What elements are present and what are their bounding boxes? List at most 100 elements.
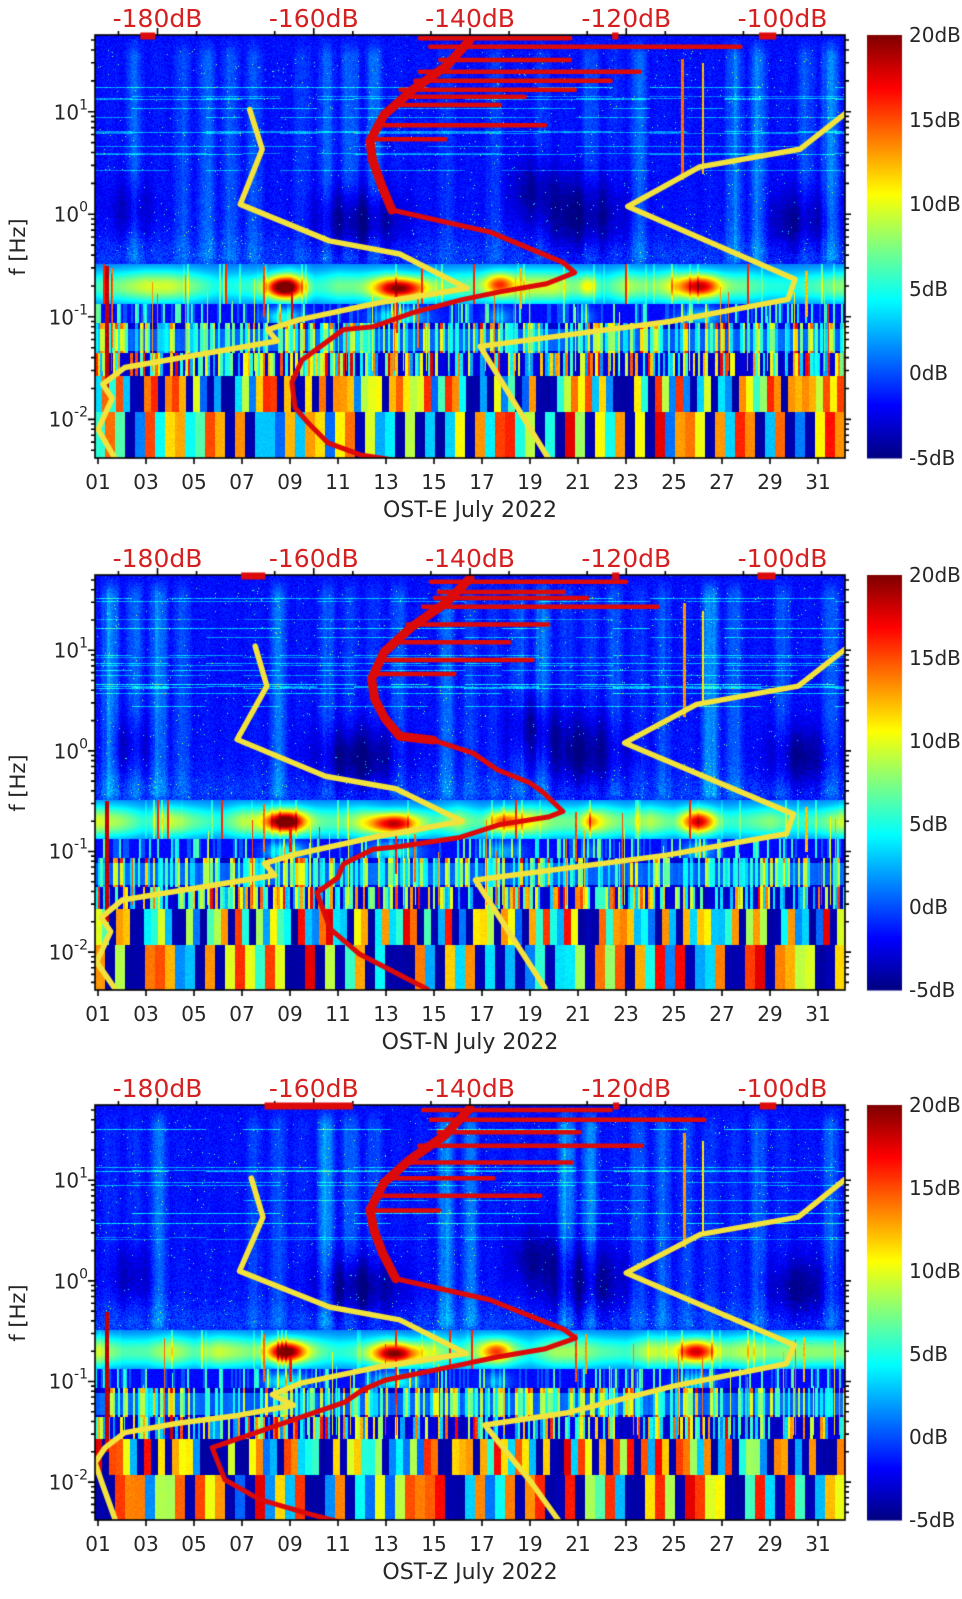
panel-title-ost-z: OST-Z July 2022 [382,1560,558,1585]
top-db-tick-label: -140dB [425,4,515,33]
colorbar-tick-label: 5dB [909,1342,949,1366]
top-db-tick-label: -160dB [268,4,359,33]
top-db-tick-label: -180dB [112,544,203,573]
x-tick-label: 17 [469,1002,495,1026]
y-tick-label: 101 [53,97,88,125]
colorbar-tick-label: 20dB [909,563,961,587]
colorbar-tick-label: 0dB [909,895,949,919]
x-tick-label: 11 [325,1002,351,1026]
x-tick-label: 31 [805,1532,831,1556]
colorbar-tick-label: 10dB [909,729,961,753]
panel-title-ost-n: OST-N July 2022 [381,1030,559,1055]
x-tick-label: 19 [517,470,543,494]
colorbar-tick-label: 15dB [909,107,961,132]
x-tick-label: 25 [661,1532,687,1556]
colorbar-tick-label: 10dB [909,1259,961,1283]
top-db-tick-label: -100dB [737,1074,828,1103]
x-tick-label: 01 [85,470,111,494]
x-tick-label: 27 [709,470,735,494]
top-db-tick-label: -120dB [581,4,672,33]
y-tick-label: 10-1 [48,302,88,330]
colorbar-tick-label: 5dB [909,276,949,301]
y-tick-label: 10-1 [48,837,88,864]
x-tick-label: 07 [229,1532,255,1556]
colorbar-tick-label: 5dB [909,812,949,836]
colorbar-tick-label: -5dB [909,1508,956,1532]
x-tick-label: 05 [181,1532,207,1556]
x-tick-label: 17 [469,1532,495,1556]
x-tick-label: 07 [229,1002,255,1026]
x-tick-label: 27 [709,1532,735,1556]
y-tick-label: 10-2 [48,1467,88,1495]
x-tick-label: 29 [757,470,783,494]
panel-title-ost-e: OST-E July 2022 [382,498,558,523]
x-tick-label: 15 [421,470,447,494]
y-axis-label-ost-n: f [Hz] [6,753,30,812]
colorbar-tick-label: -5dB [909,978,956,1002]
x-tick-label: 07 [229,470,255,494]
top-db-tick-label: -100dB [737,544,828,573]
x-tick-label: 27 [709,1002,735,1026]
x-tick-label: 23 [613,1002,639,1026]
top-db-tick-label: -180dB [112,1074,203,1103]
colorbar-tick-label: 15dB [909,646,961,670]
x-tick-label: 01 [85,1002,111,1026]
top-db-tick-label: -180dB [112,4,203,33]
y-tick-label: 101 [53,635,88,663]
colorbar-tick-label: 15dB [909,1176,961,1200]
x-tick-label: 13 [373,1002,399,1026]
top-db-tick-label: -160dB [268,544,359,573]
x-tick-label: 05 [181,470,207,494]
x-tick-label: 23 [613,470,639,494]
x-tick-label: 09 [277,1002,303,1026]
y-tick-label: 100 [53,1266,88,1294]
x-tick-label: 21 [565,470,591,494]
x-tick-label: 11 [325,1532,351,1556]
x-tick-label: 13 [373,470,399,494]
colorbar-tick-label: 0dB [909,361,949,386]
x-tick-label: 03 [133,470,159,494]
x-tick-label: 19 [517,1002,543,1026]
x-tick-label: 31 [805,470,831,494]
top-db-tick-label: -120dB [581,1074,672,1103]
top-db-tick-label: -140dB [425,1074,515,1103]
x-tick-label: 21 [565,1532,591,1556]
x-tick-label: 13 [373,1532,399,1556]
x-tick-label: 03 [133,1532,159,1556]
x-tick-label: 11 [325,470,351,494]
colorbar-tick-label: 20dB [909,1093,961,1117]
x-tick-label: 21 [565,1002,591,1026]
colorbar-tick-label: 20dB [909,23,961,47]
x-tick-label: 29 [757,1002,783,1026]
y-tick-label: 10-1 [48,1367,88,1394]
x-tick-label: 05 [181,1002,207,1026]
x-tick-label: 09 [277,1532,303,1556]
x-tick-label: 31 [805,1002,831,1026]
y-tick-label: 100 [53,199,88,227]
y-tick-label: 101 [53,1165,88,1193]
top-db-tick-label: -100dB [737,4,828,33]
colorbar-tick-label: 0dB [909,1425,949,1449]
y-tick-label: 10-2 [48,937,88,965]
top-db-tick-label: -140dB [425,544,515,573]
x-tick-label: 25 [661,1002,687,1026]
x-tick-label: 29 [757,1532,783,1556]
x-tick-label: 01 [85,1532,111,1556]
x-tick-label: 15 [421,1002,447,1026]
y-tick-label: 100 [53,736,88,764]
x-tick-label: 25 [661,470,687,494]
top-db-tick-label: -160dB [268,1074,359,1103]
top-db-tick-label: -120dB [581,544,672,573]
y-tick-label: 10-2 [48,405,88,432]
x-tick-label: 15 [421,1532,447,1556]
y-axis-label-ost-e: f [Hz] [6,217,30,276]
colorbar-tick-label: -5dB [909,446,956,470]
x-tick-label: 17 [469,470,495,494]
x-tick-label: 03 [133,1002,159,1026]
x-tick-label: 09 [277,470,303,494]
x-tick-label: 23 [613,1532,639,1556]
colorbar-tick-label: 10dB [909,192,961,217]
y-axis-label-ost-z: f [Hz] [6,1283,30,1342]
